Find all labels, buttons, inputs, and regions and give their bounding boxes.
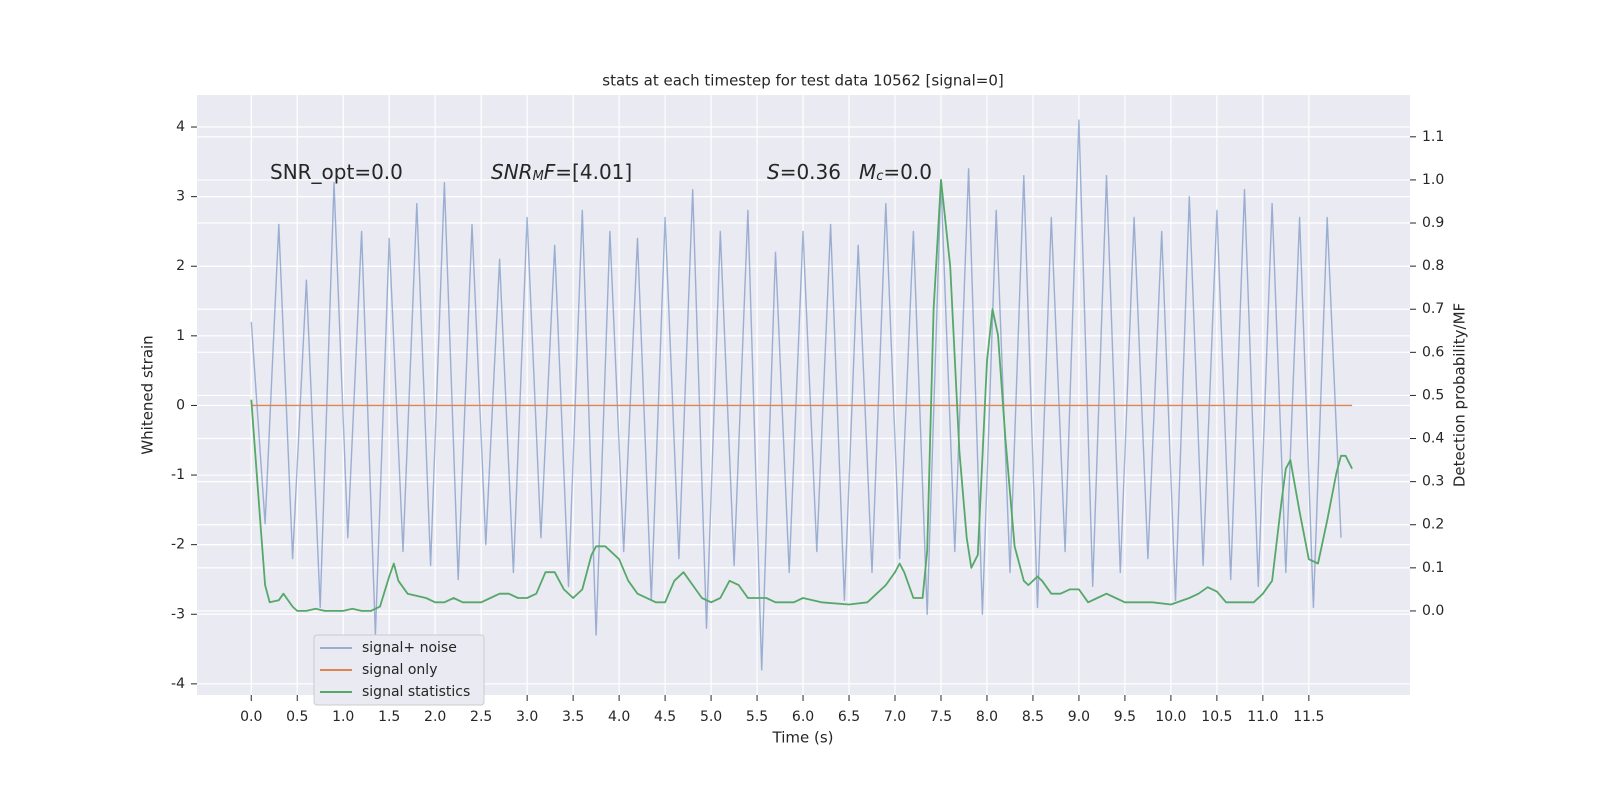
y2-tick-label: 1.1	[1422, 129, 1444, 145]
x-tick-label: 4.0	[608, 709, 630, 725]
y2-tick-label: 0.1	[1422, 560, 1444, 576]
y-tick-label: 2	[176, 258, 185, 274]
x-tick-label: 7.5	[930, 709, 952, 725]
annotation-part: =0.0	[883, 160, 932, 184]
x-tick-label: 0.5	[286, 709, 308, 725]
x-tick-label: 4.5	[654, 709, 676, 725]
x-tick-label: 10.0	[1155, 709, 1186, 725]
x-tick-label: 2.0	[424, 709, 446, 725]
x-tick-label: 1.0	[332, 709, 354, 725]
annotation-part: M	[533, 169, 544, 184]
y-tick-label: -4	[171, 676, 185, 692]
annotation: Mc=0.0	[859, 160, 932, 185]
annotation-part: F	[544, 160, 556, 184]
annotation: SNRMF=[4.01]	[491, 160, 632, 185]
x-tick-label: 2.5	[470, 709, 492, 725]
y2-tick-label: 0.7	[1422, 301, 1444, 317]
y-tick-label: -3	[171, 606, 185, 622]
x-tick-label: 5.5	[746, 709, 768, 725]
annotation: S=0.36	[767, 160, 841, 184]
legend-label: signal+ noise	[362, 640, 457, 656]
y-tick-label: 3	[176, 189, 185, 205]
chart-title: stats at each timestep for test data 105…	[602, 72, 1003, 90]
y-axis-label: Whitened strain	[139, 335, 157, 454]
y2-tick-label: 0.9	[1422, 215, 1444, 231]
x-tick-label: 8.5	[1022, 709, 1044, 725]
annotation-part: =[4.01]	[555, 160, 632, 184]
series-line	[250, 119, 1342, 671]
x-tick-label: 6.0	[792, 709, 814, 725]
x-tick-label: 9.0	[1068, 709, 1090, 725]
legend-box	[313, 634, 485, 706]
y-tick-label: -1	[171, 467, 185, 483]
x-tick-label: 1.5	[378, 709, 400, 725]
annotation-part: SNR_opt=0.0	[270, 160, 403, 184]
x-tick-label: 9.5	[1114, 709, 1136, 725]
annotation-part: SNR	[491, 160, 533, 184]
series-line	[250, 178, 1353, 612]
x-tick-label: 8.0	[976, 709, 998, 725]
x-tick-label: 3.0	[516, 709, 538, 725]
x-tick-label: 3.5	[562, 709, 584, 725]
y2-axis-label: Detection probability/MF	[1451, 303, 1469, 487]
x-axis-label: Time (s)	[772, 729, 834, 747]
y2-tick-label: 0.4	[1422, 431, 1444, 447]
y2-tick-label: 0.2	[1422, 517, 1444, 533]
y2-tick-label: 0.8	[1422, 258, 1444, 274]
y2-tick-label: 0.6	[1422, 344, 1444, 360]
annotation-part: S	[767, 160, 780, 184]
legend-label: signal only	[362, 662, 437, 678]
y-tick-label: 4	[176, 119, 185, 135]
x-tick-label: 0.0	[240, 709, 262, 725]
y2-tick-label: 1.0	[1422, 172, 1444, 188]
y2-tick-label: 0.5	[1422, 387, 1444, 403]
legend-label: signal statistics	[362, 684, 470, 700]
annotation-part: =0.36	[780, 160, 841, 184]
y-tick-label: 0	[176, 397, 185, 413]
x-tick-label: 10.5	[1201, 709, 1232, 725]
x-tick-label: 7.0	[884, 709, 906, 725]
y2-tick-label: 0.3	[1422, 474, 1444, 490]
y2-tick-label: 0.0	[1422, 603, 1444, 619]
y-tick-label: 1	[176, 328, 185, 344]
y-tick-label: -2	[171, 537, 185, 553]
annotation: SNR_opt=0.0	[270, 160, 403, 184]
grid	[197, 95, 1410, 695]
x-tick-label: 5.0	[700, 709, 722, 725]
annotation-part: M	[859, 160, 876, 184]
x-tick-label: 6.5	[838, 709, 860, 725]
x-tick-label: 11.0	[1247, 709, 1278, 725]
x-tick-label: 11.5	[1293, 709, 1324, 725]
annotation-part: c	[876, 169, 883, 184]
